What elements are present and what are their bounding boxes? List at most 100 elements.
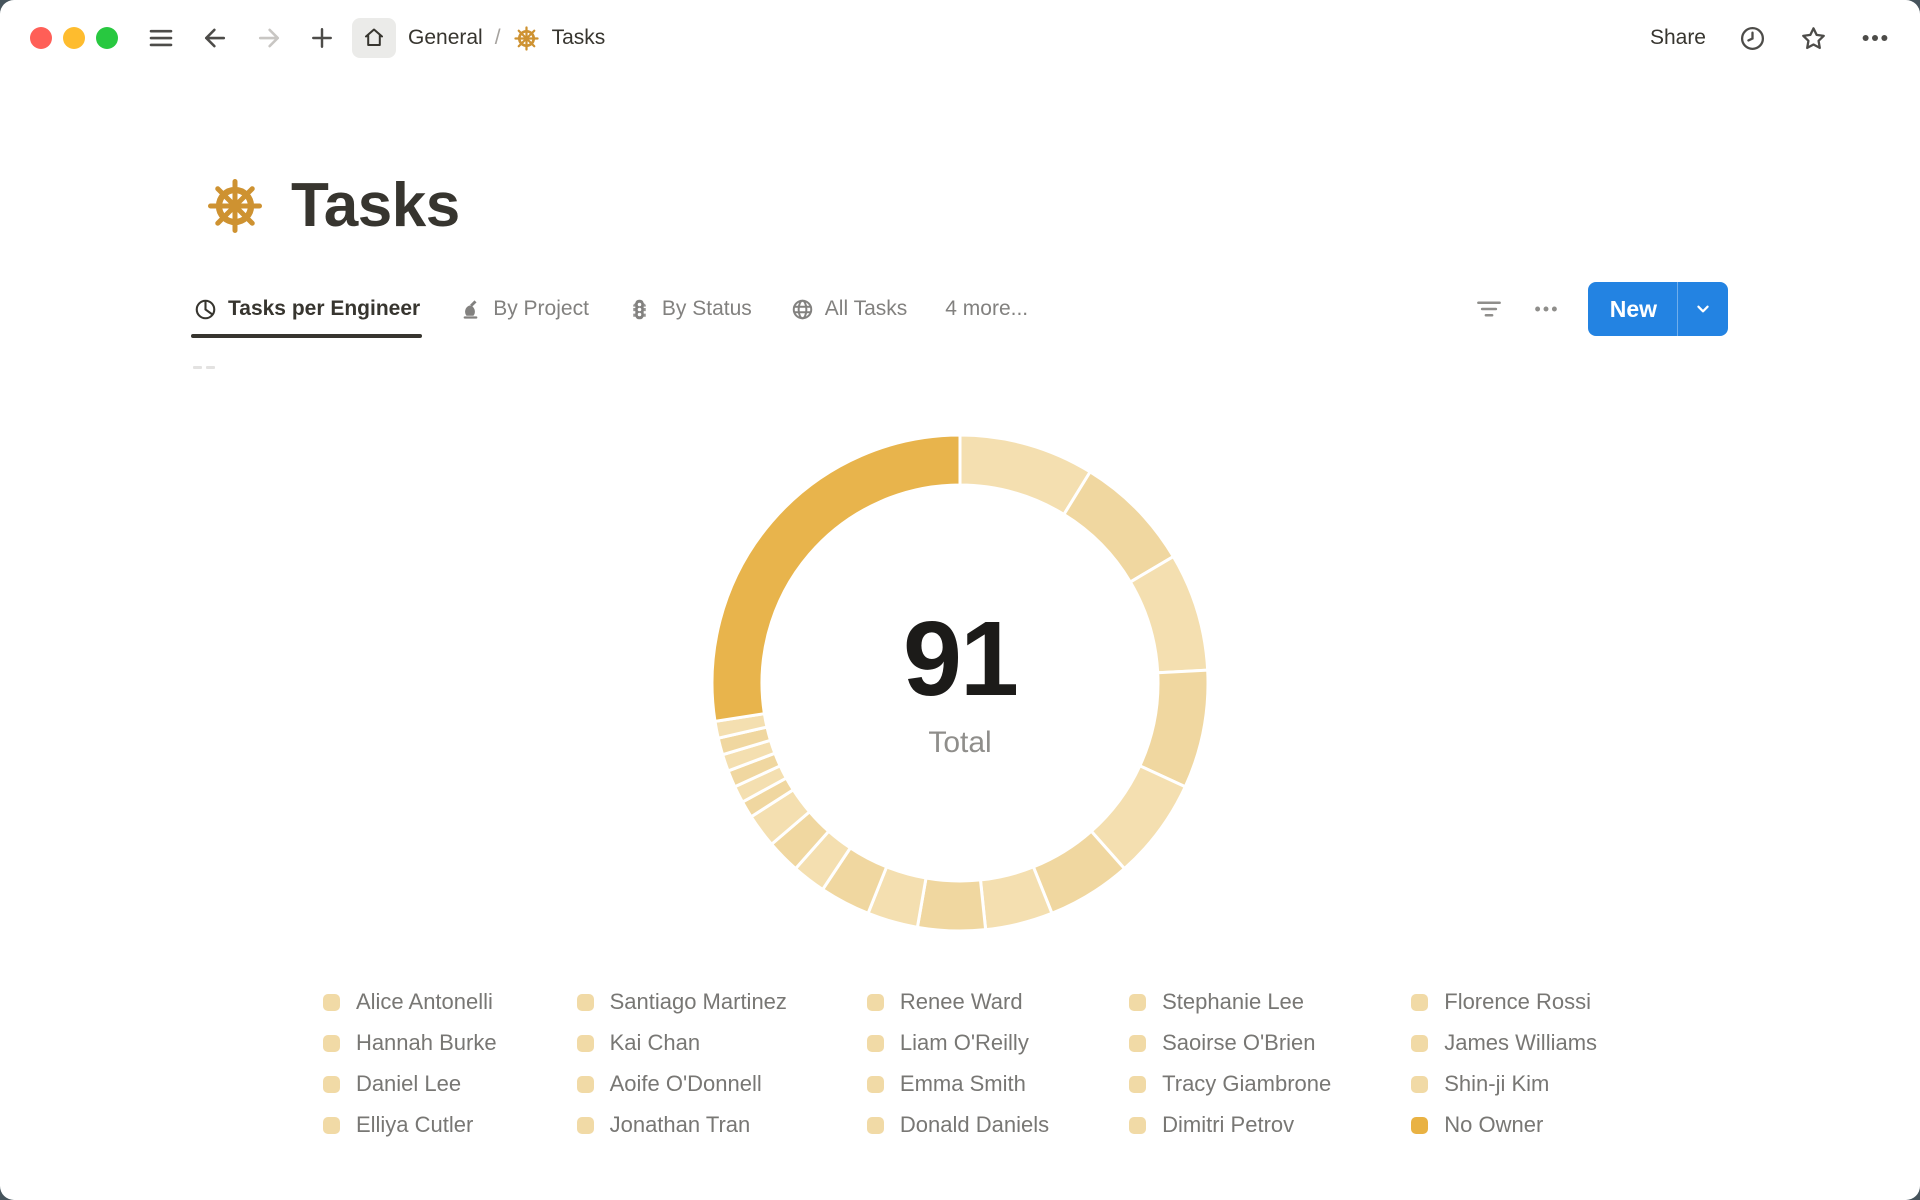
tab-label: By Status — [661, 297, 752, 320]
view-options-ellipsis-icon[interactable] — [1532, 295, 1560, 323]
page-title[interactable]: Tasks — [291, 171, 460, 240]
legend-item: Hannah Burke — [322, 1030, 497, 1056]
window-controls — [30, 27, 118, 49]
tab-all-tasks[interactable]: All Tasks — [790, 281, 907, 337]
tab-tasks-per-engineer[interactable]: Tasks per Engineer — [190, 281, 423, 338]
ink-bottle-icon — [458, 297, 483, 322]
donut-slice-daniel-lee[interactable] — [1128, 554, 1210, 675]
legend-label: Aoife O'Donnell — [609, 1071, 762, 1096]
donut-slice-no-owner[interactable] — [710, 433, 962, 724]
tab-label: Tasks per Engineer — [228, 297, 421, 320]
legend-item: No Owner — [1411, 1112, 1597, 1138]
home-icon[interactable] — [352, 18, 396, 58]
zoom-window-button[interactable] — [96, 27, 118, 49]
legend-item: Stephanie Lee — [1129, 989, 1331, 1015]
legend-swatch — [322, 1034, 340, 1052]
more-options-icon[interactable] — [1860, 23, 1890, 53]
minimize-window-button[interactable] — [63, 27, 85, 49]
legend-item: Dimitri Petrov — [1129, 1112, 1331, 1138]
tab-more-views[interactable]: 4 more... — [945, 281, 1028, 337]
clock-history-icon[interactable] — [1738, 24, 1767, 53]
legend-label: Santiago Martinez — [609, 989, 787, 1014]
view-tabs-bar: Tasks per Engineer By Project By Status … — [190, 281, 1728, 338]
legend-label: Emma Smith — [899, 1071, 1026, 1096]
legend-label: Stephanie Lee — [1162, 989, 1305, 1014]
legend-label: Shin-ji Kim — [1444, 1071, 1550, 1096]
legend-swatch — [1129, 1034, 1147, 1052]
filter-lines-icon[interactable] — [1474, 294, 1504, 324]
tab-by-project[interactable]: By Project — [458, 281, 589, 337]
legend-swatch — [576, 993, 594, 1011]
legend-label: Hannah Burke — [355, 1030, 497, 1055]
legend-swatch — [322, 993, 340, 1011]
star-favorite-icon[interactable] — [1799, 24, 1828, 53]
legend-swatch — [576, 1075, 594, 1093]
breadcrumb-page[interactable]: Tasks — [551, 26, 606, 49]
new-split-button: New — [1587, 282, 1728, 336]
chart-legend: Alice Antonelli Hannah Burke Daniel Lee Ell… — [0, 989, 1920, 1138]
legend-swatch — [322, 1116, 340, 1134]
legend-label: Renee Ward — [899, 989, 1023, 1014]
legend-label: Jonathan Tran — [609, 1112, 751, 1137]
legend-swatch — [1411, 993, 1429, 1011]
legend-item: Renee Ward — [866, 989, 1049, 1015]
legend-item: Saoirse O'Brien — [1129, 1030, 1331, 1056]
legend-swatch — [866, 1034, 884, 1052]
drag-handle-faint — [193, 366, 215, 369]
legend-label: Alice Antonelli — [355, 989, 493, 1014]
legend-swatch — [1129, 1116, 1147, 1134]
pie-chart-icon — [193, 297, 218, 322]
page-header: Tasks — [205, 170, 1920, 241]
donut-slice-jonathan-tran[interactable] — [915, 876, 988, 933]
legend-column-1: Alice Antonelli Hannah Burke Daniel Lee Ell… — [322, 989, 497, 1138]
legend-swatch — [1411, 1116, 1429, 1134]
legend-swatch — [1129, 993, 1147, 1011]
legend-item: Jonathan Tran — [576, 1112, 787, 1138]
globe-icon — [790, 297, 815, 322]
legend-item: Alice Antonelli — [322, 989, 497, 1015]
legend-column-3: Renee Ward Liam O'Reilly Emma Smith Donald … — [866, 989, 1049, 1138]
legend-swatch — [1129, 1075, 1147, 1093]
legend-item: Daniel Lee — [322, 1071, 497, 1097]
donut-chart: 91 Total — [700, 423, 1220, 943]
legend-item: Shin-ji Kim — [1411, 1071, 1597, 1097]
close-window-button[interactable] — [30, 27, 52, 49]
legend-swatch — [576, 1116, 594, 1134]
breadcrumb-workspace[interactable]: General — [408, 26, 483, 49]
legend-swatch — [1411, 1034, 1429, 1052]
donut-chart-svg — [710, 433, 1210, 933]
new-button[interactable]: New — [1609, 295, 1657, 322]
tab-label: All Tasks — [824, 297, 908, 320]
breadcrumb: General / Tasks — [352, 18, 605, 58]
legend-item: Emma Smith — [866, 1071, 1049, 1097]
legend-label: Kai Chan — [609, 1030, 701, 1055]
legend-label: No Owner — [1444, 1112, 1544, 1137]
legend-column-4: Stephanie Lee Saoirse O'Brien Tracy Giambr… — [1129, 989, 1331, 1138]
legend-label: Tracy Giambrone — [1162, 1071, 1332, 1096]
topbar: General / Tasks Share — [0, 0, 1920, 76]
legend-item: Kai Chan — [576, 1030, 787, 1056]
hamburger-menu-icon[interactable] — [146, 23, 176, 53]
breadcrumb-separator: / — [494, 26, 501, 49]
legend-item: Donald Daniels — [866, 1112, 1049, 1138]
legend-label: Saoirse O'Brien — [1162, 1030, 1316, 1055]
back-arrow-icon[interactable] — [200, 23, 230, 53]
new-tab-plus-icon[interactable] — [308, 24, 336, 52]
new-dropdown-chevron-icon[interactable] — [1677, 282, 1728, 336]
traffic-light-icon — [627, 297, 652, 322]
legend-swatch — [322, 1075, 340, 1093]
tab-by-status[interactable]: By Status — [627, 281, 752, 337]
legend-swatch — [866, 1116, 884, 1134]
share-button[interactable]: Share — [1649, 26, 1706, 49]
legend-label: Florence Rossi — [1444, 989, 1591, 1014]
legend-item: Aoife O'Donnell — [576, 1071, 787, 1097]
legend-swatch — [576, 1034, 594, 1052]
legend-label: Liam O'Reilly — [899, 1030, 1029, 1055]
legend-column-2: Santiago Martinez Kai Chan Aoife O'Donnell… — [576, 989, 787, 1138]
page-icon-ship-wheel[interactable] — [205, 176, 265, 236]
forward-arrow-icon[interactable] — [254, 23, 284, 53]
legend-column-5: Florence Rossi James Williams Shin-ji Kim N… — [1411, 989, 1597, 1138]
legend-item: Elliya Cutler — [322, 1112, 497, 1138]
legend-label: Daniel Lee — [355, 1071, 462, 1096]
